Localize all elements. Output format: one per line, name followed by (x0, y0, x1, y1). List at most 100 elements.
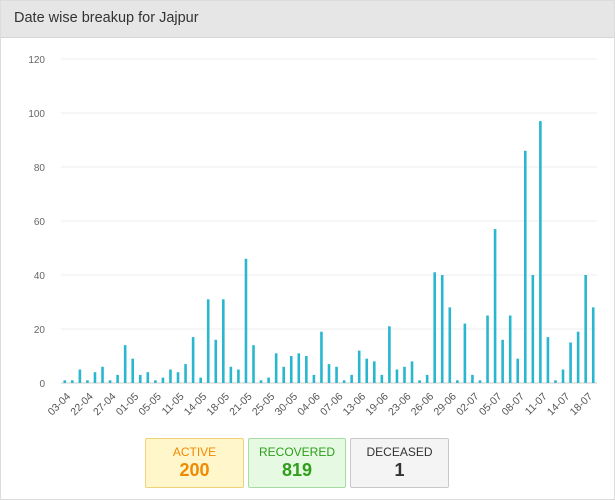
bar (463, 323, 467, 383)
bar (222, 299, 225, 383)
bar (410, 361, 414, 383)
bar (71, 380, 74, 383)
bar (372, 361, 376, 383)
x-tick-label: 27-04 (91, 391, 119, 419)
bar-chart: 0 20 40 60 80 100 120 03-0422-0427-0401-0505-05… (28, 55, 597, 419)
bar (365, 358, 369, 383)
x-tick-label: 01-05 (114, 391, 142, 419)
y-tick-label: 120 (28, 55, 45, 66)
x-tick-label: 22-04 (68, 391, 96, 419)
bar (342, 380, 346, 383)
y-tick-label: 60 (34, 217, 46, 228)
deceased-value: 1 (394, 460, 405, 480)
y-tick-label: 0 (39, 379, 45, 390)
x-tick-label: 29-06 (431, 391, 459, 419)
bar (584, 275, 587, 383)
bar (161, 377, 165, 383)
bar (199, 377, 202, 383)
bar (176, 372, 180, 383)
x-tick-label: 03-04 (46, 391, 74, 419)
bar (350, 374, 353, 383)
bar (116, 374, 119, 383)
y-tick-label: 100 (28, 109, 45, 120)
x-tick-label: 07-06 (318, 391, 346, 419)
x-tick-label: 14-05 (182, 391, 210, 419)
bar (576, 331, 580, 383)
bar (169, 369, 172, 383)
recovered-stat-box: RECOVERED 819 (248, 438, 346, 488)
bar (267, 377, 270, 383)
bar (418, 380, 421, 383)
bar (554, 380, 557, 383)
bar (123, 345, 127, 383)
active-label: ACTIVE (172, 445, 217, 459)
bar (327, 364, 331, 383)
x-tick-label: 18-05 (205, 391, 233, 419)
x-tick-label: 05-07 (477, 391, 505, 419)
bar (569, 342, 572, 383)
bar (214, 339, 218, 383)
deceased-label: DECEASED (366, 445, 433, 459)
bar (478, 380, 482, 383)
active-value: 200 (179, 460, 210, 480)
bar (320, 331, 323, 383)
active-stat-box: ACTIVE 200 (145, 438, 244, 488)
bar (335, 366, 338, 383)
bar (357, 350, 361, 383)
bar (93, 372, 97, 383)
x-tick-label: 21-05 (227, 391, 255, 419)
y-tick-label: 20 (34, 325, 46, 336)
bar (244, 258, 248, 383)
bar (433, 272, 436, 383)
x-tick-label: 13-06 (341, 391, 369, 419)
bar (305, 356, 308, 383)
bar (297, 353, 301, 383)
y-tick-label: 80 (34, 163, 46, 174)
bar (539, 121, 542, 383)
bar (380, 374, 384, 383)
bar (191, 337, 195, 383)
bar (561, 369, 565, 383)
bar (546, 337, 550, 383)
deceased-stat-box: DECEASED 1 (350, 438, 449, 488)
bar (154, 380, 157, 383)
bar (138, 374, 142, 383)
x-tick-label: 19-06 (363, 391, 391, 419)
bar (259, 380, 263, 383)
bar (63, 380, 67, 383)
bar (312, 374, 316, 383)
bar (448, 307, 452, 383)
bar (493, 229, 497, 383)
x-tick-label: 14-07 (545, 391, 573, 419)
bar (516, 358, 520, 383)
bar (456, 380, 459, 383)
bar (108, 380, 112, 383)
bar (274, 353, 278, 383)
bar (229, 366, 233, 383)
y-tick-label: 40 (34, 271, 46, 282)
bar (78, 369, 82, 383)
bar (531, 275, 535, 383)
bar (206, 299, 210, 383)
bar (508, 315, 512, 383)
bar (282, 366, 286, 383)
x-tick-label: 30-05 (273, 391, 301, 419)
x-tick-label: 02-07 (454, 391, 482, 419)
recovered-label: RECOVERED (258, 445, 335, 459)
x-tick-label: 18-07 (568, 391, 596, 419)
bar (101, 366, 104, 383)
bar (501, 339, 504, 383)
x-tick-label: 25-05 (250, 391, 278, 419)
x-tick-label: 05-05 (136, 391, 164, 419)
bar (395, 369, 399, 383)
bar (403, 366, 406, 383)
x-tick-label: 11-05 (160, 391, 187, 418)
bar (184, 364, 187, 383)
x-tick-label: 08-07 (500, 391, 528, 419)
x-tick-label: 04-06 (295, 391, 323, 419)
bar (486, 315, 489, 383)
x-tick-label: 11-07 (523, 391, 550, 418)
bar (252, 345, 255, 383)
bar (289, 356, 293, 383)
